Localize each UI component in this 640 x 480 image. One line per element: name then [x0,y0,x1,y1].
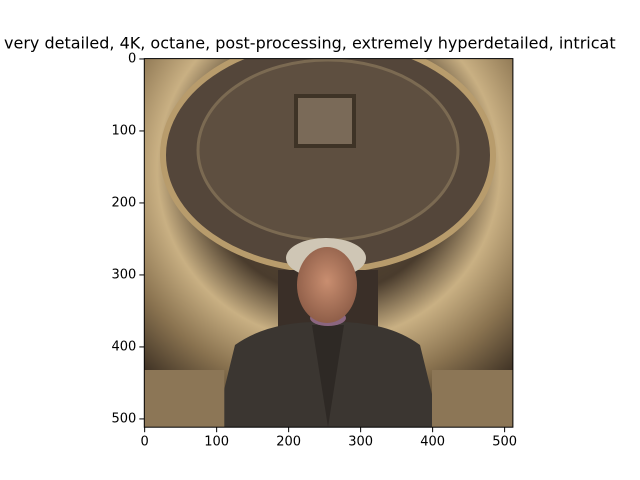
y-tick-label: 0 [128,51,136,66]
x-tick-label: 400 [420,435,445,450]
x-tick-label: 300 [348,435,373,450]
axes-frame [143,58,514,428]
y-tick-label: 300 [111,267,136,282]
x-tick-label: 0 [141,435,149,450]
x-tick-label: 500 [492,435,517,450]
chart-title: very detailed, 4K, octane, post-processi… [4,34,616,53]
y-tick-label: 100 [111,123,136,138]
y-tick-label: 200 [111,195,136,210]
y-tick-label: 500 [111,411,136,426]
image [144,58,513,428]
x-tick-label: 100 [204,435,229,450]
x-tick-label: 200 [276,435,301,450]
y-tick-label: 400 [111,339,136,354]
